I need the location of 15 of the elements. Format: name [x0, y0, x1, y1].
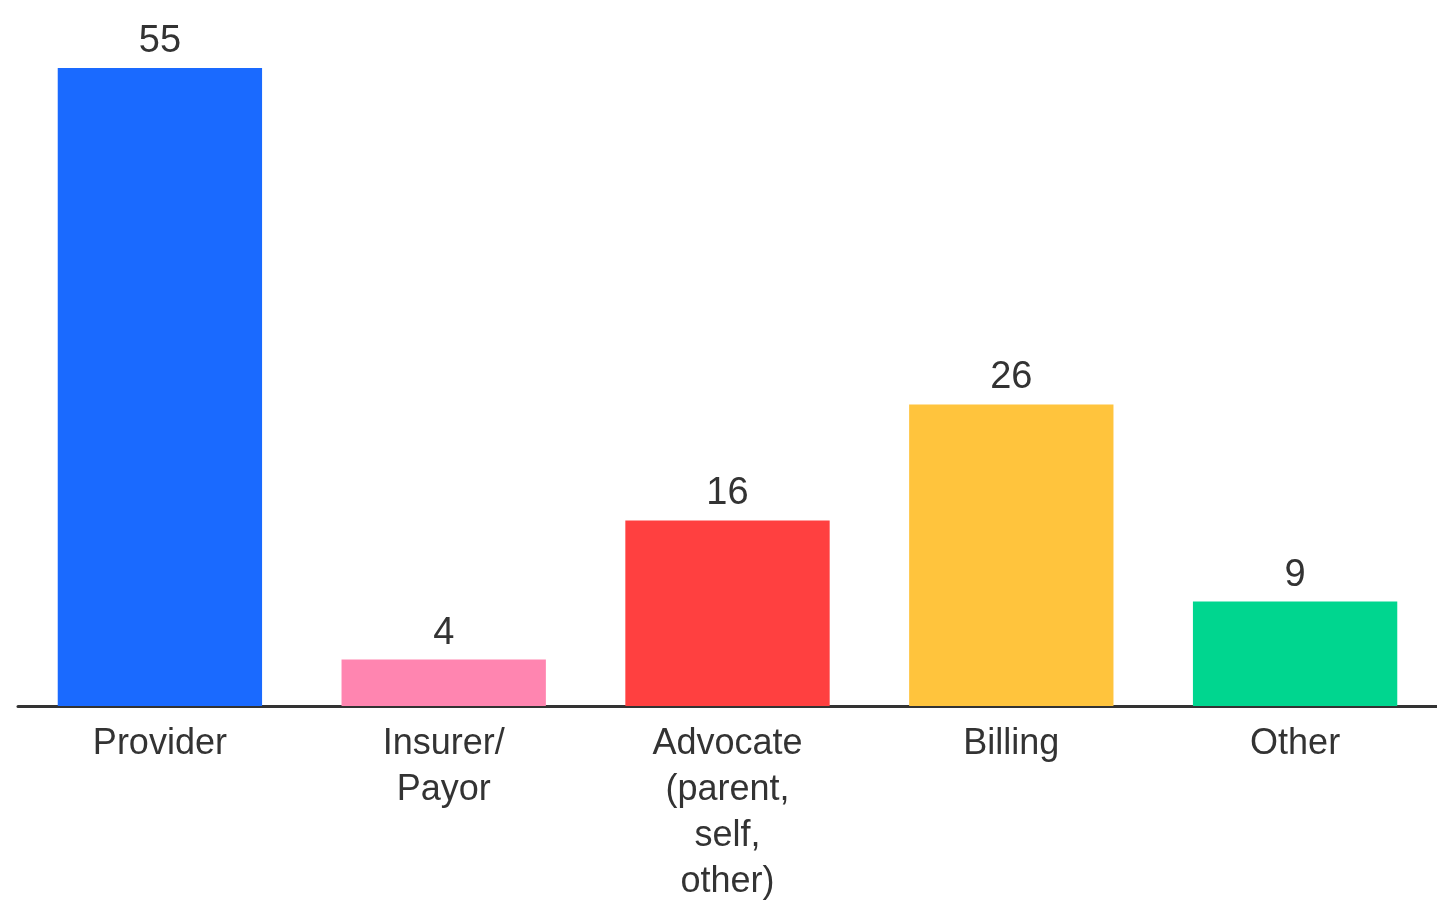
data-label: 9 — [1284, 551, 1306, 594]
x-tick-label: Other — [1250, 720, 1341, 762]
bar — [909, 404, 1114, 706]
x-tick-label: Advocate (parent, self, other) — [652, 720, 803, 900]
bar — [341, 659, 546, 706]
data-label: 55 — [138, 18, 182, 60]
bar — [625, 520, 830, 706]
x-tick-label: Billing — [963, 720, 1060, 762]
x-tick-label: Insurer/ Payor — [382, 720, 505, 808]
bar — [57, 68, 263, 706]
data-label: 16 — [706, 470, 749, 513]
bar — [1192, 601, 1398, 706]
data-label: 4 — [433, 609, 455, 652]
data-label: 26 — [990, 354, 1033, 397]
x-tick-label: Provider — [92, 720, 227, 762]
